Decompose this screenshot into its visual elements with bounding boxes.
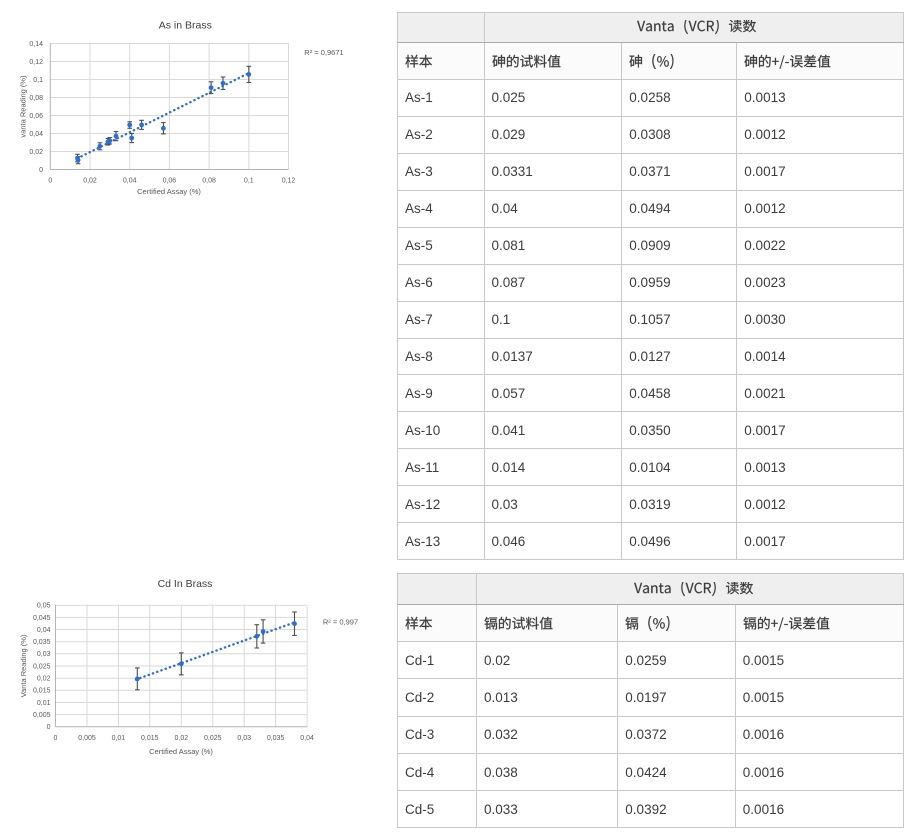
svg-text:R² = 0,9671: R² = 0,9671 (304, 48, 343, 57)
svg-text:0,03: 0,03 (237, 735, 251, 742)
svg-text:0,025: 0,025 (204, 735, 222, 742)
svg-text:0,035: 0,035 (33, 639, 51, 646)
svg-text:0,1: 0,1 (33, 77, 43, 84)
svg-text:0: 0 (47, 724, 51, 731)
svg-text:0,02: 0,02 (174, 735, 188, 742)
svg-text:0,035: 0,035 (267, 735, 285, 742)
svg-text:0,06: 0,06 (163, 178, 177, 185)
svg-text:0,03: 0,03 (37, 651, 51, 658)
svg-text:0,04: 0,04 (29, 131, 43, 138)
svg-text:0,015: 0,015 (33, 688, 51, 695)
svg-text:Certified Assay (%): Certified Assay (%) (137, 187, 201, 196)
svg-text:0,02: 0,02 (83, 178, 97, 185)
svg-text:R² = 0,997: R² = 0,997 (323, 618, 358, 627)
svg-text:0,06: 0,06 (29, 113, 43, 120)
svg-text:0,015: 0,015 (141, 735, 159, 742)
svg-text:As in Brass: As in Brass (159, 20, 212, 32)
svg-text:0,08: 0,08 (29, 95, 43, 102)
svg-text:0,01: 0,01 (37, 700, 51, 707)
svg-text:Certified Assay (%): Certified Assay (%) (149, 747, 213, 756)
svg-text:0,05: 0,05 (37, 603, 51, 610)
svg-text:0,1: 0,1 (244, 178, 254, 185)
svg-text:0,08: 0,08 (202, 178, 216, 185)
svg-text:0,14: 0,14 (29, 41, 43, 48)
svg-text:0,04: 0,04 (37, 627, 51, 634)
svg-text:0,04: 0,04 (123, 178, 137, 185)
svg-text:Vanta Reading (%): Vanta Reading (%) (19, 634, 28, 697)
svg-text:0,025: 0,025 (33, 663, 51, 670)
svg-text:0,005: 0,005 (33, 712, 51, 719)
svg-text:0,12: 0,12 (29, 59, 43, 66)
svg-text:Cd In Brass: Cd In Brass (158, 578, 213, 590)
svg-text:0,045: 0,045 (33, 615, 51, 622)
svg-text:0,04: 0,04 (300, 735, 314, 742)
svg-text:0,005: 0,005 (78, 735, 96, 742)
svg-text:0,01: 0,01 (112, 735, 126, 742)
svg-text:0,12: 0,12 (282, 178, 296, 185)
svg-text:0: 0 (48, 178, 52, 185)
svg-text:vanta Reading (%): vanta Reading (%) (19, 75, 28, 138)
svg-text:0,02: 0,02 (37, 676, 51, 683)
svg-text:0: 0 (39, 167, 43, 174)
svg-text:0,02: 0,02 (29, 149, 43, 156)
svg-text:0: 0 (54, 735, 58, 742)
